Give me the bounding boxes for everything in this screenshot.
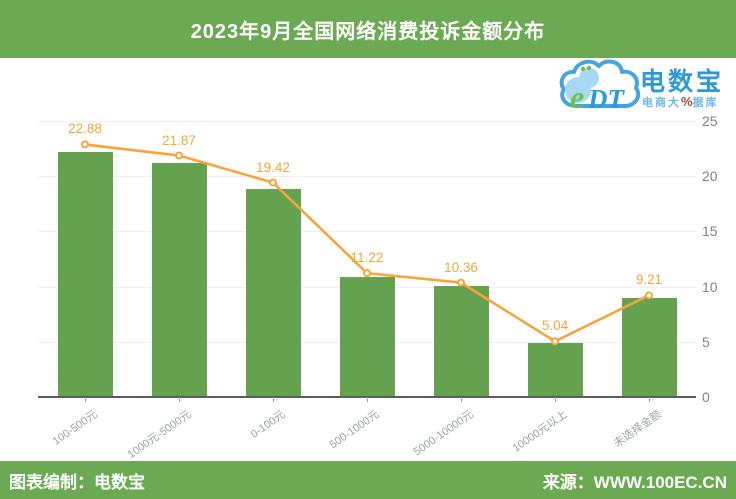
bar [57,152,113,397]
x-axis-tick [649,397,650,402]
bar [245,189,301,397]
svg-text:e: e [570,79,584,115]
data-value-label: 10.36 [444,259,478,275]
footer-band: 图表编制：电数宝 来源：WWW.100EC.CN [0,461,736,499]
footer-credit: 图表编制：电数宝 [9,472,145,492]
x-axis-tick [273,397,274,402]
data-point-marker [175,151,183,160]
data-value-label: 22.88 [68,121,102,137]
title-band: 2023年9月全国网络消费投诉金额分布 [0,0,736,58]
y-axis-tick-label: 20 [702,168,718,185]
bar [621,298,677,397]
bar [151,162,207,397]
logo-sub-percent: % [681,94,693,109]
gridline [38,231,696,233]
edt-logo: e DT 电数宝 电商大%据库 [556,56,734,118]
y-axis-tick-label: 25 [702,113,718,129]
data-point-marker [457,278,465,287]
data-point-marker [269,178,277,187]
data-value-label: 5.04 [541,318,569,334]
data-value-label: 11.22 [350,250,384,266]
x-axis-tick [85,397,86,402]
gridline [38,121,696,122]
logo-brand-text: 电数宝 [640,68,725,96]
data-point-marker [81,140,89,149]
bar [527,343,583,397]
y-axis-tick-label: 5 [702,333,710,350]
bar [433,286,489,397]
y-axis-tick-label: 10 [702,278,718,295]
x-axis-tick [555,397,556,402]
x-axis-tick [179,397,180,402]
logo-sub-right: 据库 [692,97,719,109]
data-point-marker [645,291,653,300]
y-axis-tick-label: 15 [702,223,718,240]
footer-source: 来源：WWW.100EC.CN [542,472,727,492]
data-value-label: 19.42 [256,159,290,175]
x-axis-tick [461,397,462,402]
data-point-marker [363,269,371,278]
data-point-marker [551,337,559,346]
chart-title: 2023年9月全国网络消费投诉金额分布 [190,20,546,43]
data-value-label: 9.21 [635,272,663,288]
y-axis-tick-label: 0 [702,389,710,405]
gridline [38,176,696,178]
cloud-logo-icon: e DT [559,59,641,115]
logo-sub-left: 电商大 [642,97,681,109]
x-axis-tick [367,397,368,402]
svg-text:DT: DT [587,84,625,114]
bar [339,276,395,397]
data-value-label: 21.87 [162,132,196,148]
logo-subtitle: 电商大%据库 [642,94,719,110]
line-path [84,143,650,343]
